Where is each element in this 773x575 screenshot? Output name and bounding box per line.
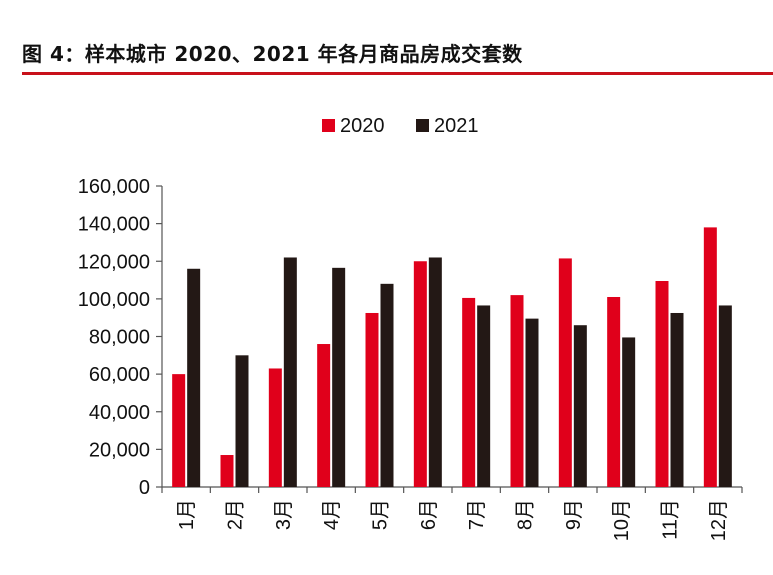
x-tick-label: 10月: [611, 499, 633, 541]
bar-2021-4: [332, 267, 346, 487]
y-tick-label: 120,000: [78, 251, 150, 273]
bar-2021-8: [525, 318, 539, 487]
y-tick-label: 100,000: [78, 289, 150, 311]
y-tick-label: 60,000: [89, 364, 150, 386]
bar-2021-5: [380, 283, 394, 487]
bar-2020-9: [558, 258, 572, 487]
bar-2021-1: [187, 268, 201, 487]
bar-2020-11: [655, 281, 669, 487]
bar-2020-8: [510, 295, 524, 487]
bar-2020-12: [703, 227, 717, 487]
x-tick-label: 11月: [660, 499, 682, 540]
bar-2020-6: [413, 261, 427, 487]
y-axis: 0 20,000 40,000 60,000 80,000 100,000 120,000 1…: [78, 176, 163, 499]
x-tick-label: 6月: [418, 499, 440, 530]
x-tick-label: 8月: [515, 499, 537, 530]
y-tick-label: 140,000: [78, 214, 150, 236]
bar-2020-1: [172, 374, 186, 487]
x-tick-label: 4月: [321, 499, 343, 530]
y-tick-label: 20,000: [89, 439, 150, 461]
figure-title: 图 4：样本城市 2020、2021 年各月商品房成交套数: [22, 42, 523, 66]
x-tick-label: 12月: [708, 499, 730, 541]
bar-2021-3: [283, 257, 297, 487]
legend-label-2020: 2020: [340, 115, 385, 137]
bar-2021-6: [428, 257, 442, 487]
legend-swatch-2021: [416, 119, 429, 132]
x-tick-label: 2月: [225, 499, 247, 530]
bar-2020-7: [462, 297, 476, 487]
bar-2021-10: [622, 337, 636, 487]
bar-2021-2: [235, 355, 249, 487]
bar-2020-3: [268, 368, 282, 487]
bar-2021-7: [477, 305, 491, 487]
bar-2021-12: [718, 305, 732, 487]
bar-2020-10: [607, 296, 621, 487]
y-tick-label: 40,000: [89, 402, 150, 424]
x-tick-label: 7月: [466, 499, 488, 530]
bar-2021-11: [670, 312, 684, 487]
y-tick-label: 80,000: [89, 327, 150, 349]
x-tick-label: 1月: [176, 499, 198, 530]
x-tick-label: 5月: [370, 499, 392, 530]
x-tick-label: 9月: [563, 499, 585, 530]
bar-2020-5: [365, 312, 379, 487]
bar-2020-2: [220, 455, 234, 487]
legend-label-2021: 2021: [434, 115, 479, 137]
title-rule: [22, 72, 773, 75]
bar-2021-9: [573, 325, 587, 487]
y-tick-label: 0: [139, 477, 150, 499]
x-tick-label: 3月: [273, 499, 295, 530]
bar-2020-4: [317, 344, 331, 487]
legend-swatch-2020: [322, 119, 335, 132]
y-tick-label: 160,000: [78, 176, 150, 198]
x-axis: 1月 2月 3月 4月 5月 6月 7月 8月 9月 10月 11月 12月: [161, 486, 743, 541]
legend: 2020 2021: [322, 115, 479, 137]
bars: [172, 227, 732, 487]
